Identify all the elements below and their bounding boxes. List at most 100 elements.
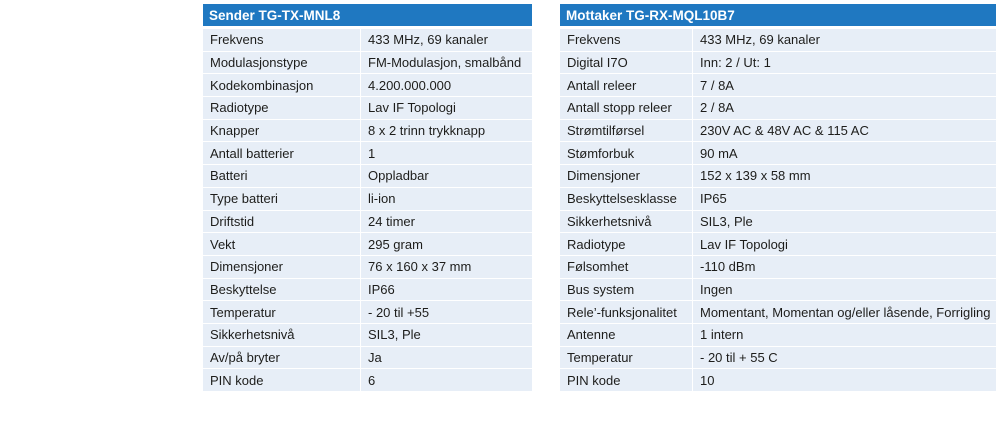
receiver-table-body: Frekvens 433 MHz, 69 kanaler Digital I7O In… xyxy=(560,29,996,392)
table-row: Driftstid 24 timer xyxy=(203,210,532,234)
spec-label: Av/på bryter xyxy=(203,346,361,370)
spec-value: 24 timer xyxy=(361,210,532,234)
spec-value: 4.200.000.000 xyxy=(361,74,532,98)
spec-label: Følsomhet xyxy=(560,255,693,279)
spec-label: Antall stopp releer xyxy=(560,97,693,120)
spec-label: Rele’-funksjonalitet xyxy=(560,301,693,324)
table-row: Bus system Ingen xyxy=(560,278,996,302)
spec-value: 90 mA xyxy=(693,142,996,166)
table-row: Sikkerhetsnivå SIL3, Ple xyxy=(560,210,996,234)
table-row: Strømtilførsel 230V AC & 48V AC & 115 AC xyxy=(560,119,996,143)
spec-label: PIN kode xyxy=(560,369,693,392)
spec-value: FM-Modulasjon, smalbånd xyxy=(361,51,532,75)
table-row: PIN kode 6 xyxy=(203,369,532,392)
spec-label: Sikkerhetsnivå xyxy=(203,323,361,347)
spec-label: Strømtilførsel xyxy=(560,119,693,143)
table-row: PIN kode 10 xyxy=(560,369,996,392)
table-header-row: Sender TG-TX-MNL8 xyxy=(203,4,532,29)
spec-value: Momentant, Momentan og/eller låsende, Fo… xyxy=(693,301,996,324)
spec-value: 6 xyxy=(361,369,532,392)
table-row: Temperatur - 20 til + 55 C xyxy=(560,346,996,370)
table-row: Sikkerhetsnivå SIL3, Ple xyxy=(203,323,532,347)
sender-table-body: Frekvens 433 MHz, 69 kanaler Modulasjonsty… xyxy=(203,29,532,392)
spec-label: Knapper xyxy=(203,119,361,143)
table-row: Av/på bryter Ja xyxy=(203,346,532,370)
spec-value: 433 MHz, 69 kanaler xyxy=(361,29,532,52)
table-row: Frekvens 433 MHz, 69 kanaler xyxy=(203,29,532,52)
spec-label: Radiotype xyxy=(203,97,361,120)
spec-value: SIL3, Ple xyxy=(361,323,532,347)
spec-label: Antenne xyxy=(560,323,693,347)
table-row: Beskyttelse IP66 xyxy=(203,278,532,302)
table-row: Antall stopp releer 2 / 8A xyxy=(560,97,996,120)
spec-value: li-ion xyxy=(361,187,532,211)
spec-label: Digital I7O xyxy=(560,51,693,75)
spec-label: Frekvens xyxy=(560,29,693,52)
table-row: Radiotype Lav IF Topologi xyxy=(203,97,532,120)
spec-value: Inn: 2 / Ut: 1 xyxy=(693,51,996,75)
spec-value: -110 dBm xyxy=(693,255,996,279)
table-row: Antenne 1 intern xyxy=(560,323,996,347)
spec-value: 152 x 139 x 58 mm xyxy=(693,165,996,188)
table-row: Modulasjonstype FM-Modulasjon, smalbånd xyxy=(203,51,532,75)
spec-value: 295 gram xyxy=(361,233,532,256)
spec-value: - 20 til + 55 C xyxy=(693,346,996,370)
table-row: Stømforbuk 90 mA xyxy=(560,142,996,166)
spec-value: 76 x 160 x 37 mm xyxy=(361,255,532,279)
table-row: Digital I7O Inn: 2 / Ut: 1 xyxy=(560,51,996,75)
spec-value: 7 / 8A xyxy=(693,74,996,98)
spec-value: Ingen xyxy=(693,278,996,302)
table-row: Kodekombinasjon 4.200.000.000 xyxy=(203,74,532,98)
spec-label: Vekt xyxy=(203,233,361,256)
spec-label: Sikkerhetsnivå xyxy=(560,210,693,234)
spec-label: Modulasjonstype xyxy=(203,51,361,75)
spec-label: Dimensjoner xyxy=(560,165,693,188)
table-row: Antall batterier 1 xyxy=(203,142,532,166)
spec-label: Driftstid xyxy=(203,210,361,234)
spec-label: Beskyttelsesklasse xyxy=(560,187,693,211)
table-row: Rele’-funksjonalitet Momentant, Momentan … xyxy=(560,301,996,324)
spec-label: Stømforbuk xyxy=(560,142,693,166)
spec-label: Beskyttelse xyxy=(203,278,361,302)
receiver-spec-table: Mottaker TG-RX-MQL10B7 Frekvens 433 MHz, … xyxy=(560,4,996,392)
spec-label: PIN kode xyxy=(203,369,361,392)
spec-value: 1 intern xyxy=(693,323,996,347)
table-row: Knapper 8 x 2 trinn trykknapp xyxy=(203,119,532,143)
spec-value: IP65 xyxy=(693,187,996,211)
table-row: Vekt 295 gram xyxy=(203,233,532,256)
table-row: Dimensjoner 152 x 139 x 58 mm xyxy=(560,165,996,188)
spec-label: Dimensjoner xyxy=(203,255,361,279)
sender-spec-table: Sender TG-TX-MNL8 Frekvens 433 MHz, 69 ka… xyxy=(203,4,532,392)
spec-value: Ja xyxy=(361,346,532,370)
table-row: Batteri Oppladbar xyxy=(203,165,532,188)
table-row: Temperatur - 20 til +55 xyxy=(203,301,532,324)
spec-value: 8 x 2 trinn trykknapp xyxy=(361,119,532,143)
table-row: Frekvens 433 MHz, 69 kanaler xyxy=(560,29,996,52)
spec-label: Temperatur xyxy=(560,346,693,370)
spec-value: Lav IF Topologi xyxy=(693,233,996,256)
spec-value: IP66 xyxy=(361,278,532,302)
spec-label: Antall releer xyxy=(560,74,693,98)
spec-label: Antall batterier xyxy=(203,142,361,166)
table-row: Antall releer 7 / 8A xyxy=(560,74,996,98)
spec-label: Batteri xyxy=(203,165,361,188)
spec-label: Radiotype xyxy=(560,233,693,256)
spec-label: Bus system xyxy=(560,278,693,302)
table-row: Beskyttelsesklasse IP65 xyxy=(560,187,996,211)
spec-label: Kodekombinasjon xyxy=(203,74,361,98)
table-row: Dimensjoner 76 x 160 x 37 mm xyxy=(203,255,532,279)
table-row: Følsomhet -110 dBm xyxy=(560,255,996,279)
table-header-row: Mottaker TG-RX-MQL10B7 xyxy=(560,4,996,29)
spec-value: Oppladbar xyxy=(361,165,532,188)
spec-value: 433 MHz, 69 kanaler xyxy=(693,29,996,52)
spec-value: 2 / 8A xyxy=(693,97,996,120)
sender-table-title: Sender TG-TX-MNL8 xyxy=(203,4,532,29)
spec-value: - 20 til +55 xyxy=(361,301,532,324)
spec-value: 1 xyxy=(361,142,532,166)
spec-value: 10 xyxy=(693,369,996,392)
spec-label: Frekvens xyxy=(203,29,361,52)
table-row: Radiotype Lav IF Topologi xyxy=(560,233,996,256)
spec-label: Type batteri xyxy=(203,187,361,211)
table-row: Type batteri li-ion xyxy=(203,187,532,211)
spec-value: 230V AC & 48V AC & 115 AC xyxy=(693,119,996,143)
